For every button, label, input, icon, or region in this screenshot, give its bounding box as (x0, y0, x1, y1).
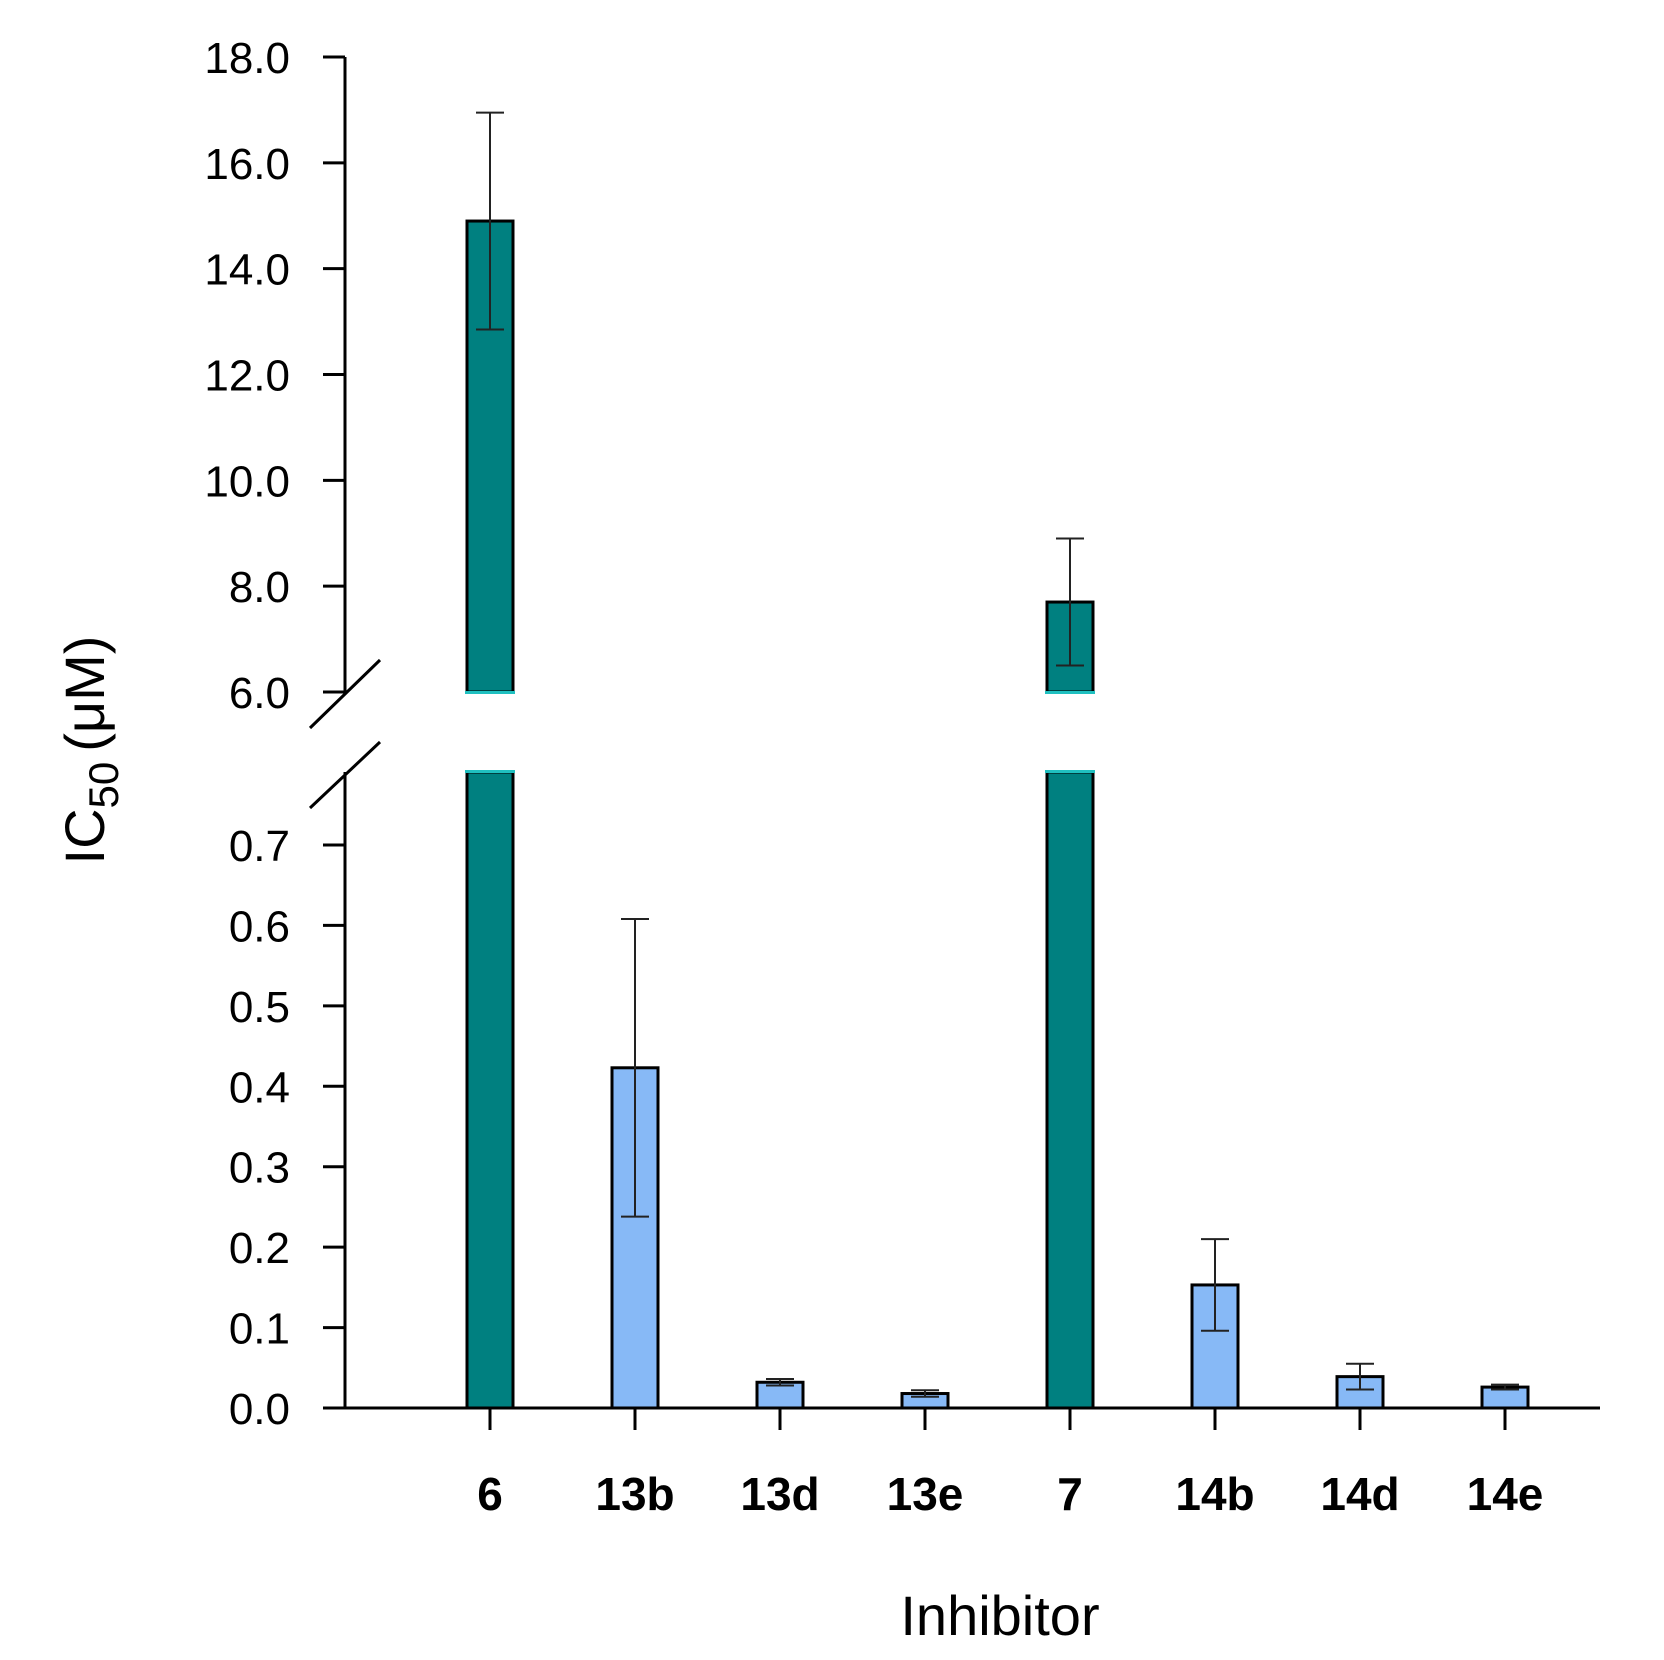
x-tick-label-14d: 14d (1320, 1468, 1399, 1520)
bar-7-break-bottom (1045, 770, 1095, 773)
y-tick-label-6.0: 6.0 (229, 669, 290, 718)
y-tick-label-8.0: 8.0 (229, 563, 290, 612)
y-tick-label-12.0: 12.0 (204, 352, 290, 401)
x-axis-title: Inhibitor (900, 1584, 1099, 1647)
labels-layer: 6 13b 13d 13e 7 14b 14d 14e 18.0 16.0 14.0 12.0 10.0… (204, 34, 1543, 1520)
y-tick-label-0.6: 0.6 (229, 902, 290, 951)
bar-7-lower (1045, 770, 1095, 1410)
x-tick-label-7: 7 (1057, 1468, 1083, 1520)
bars-layer (465, 111, 1530, 1410)
x-tick-label-13b: 13b (595, 1468, 674, 1520)
y-tick-label-0.5: 0.5 (229, 983, 290, 1032)
y-tick-label-0.3: 0.3 (229, 1144, 290, 1193)
y-tick-label-14.0: 14.0 (204, 246, 290, 295)
x-tick-label-14e: 14e (1467, 1468, 1544, 1520)
bar-6-break-top (465, 691, 515, 694)
y-tick-label-10.0: 10.0 (204, 457, 290, 506)
y-axis-title-sub: 50 (80, 762, 127, 809)
bar-7-break-top (1045, 691, 1095, 694)
y-tick-label-0.7: 0.7 (229, 822, 290, 871)
y-tick-label-0.0: 0.0 (229, 1385, 290, 1434)
bar-13d (755, 1380, 805, 1410)
x-tick-label-14b: 14b (1175, 1468, 1254, 1520)
y-axis-title: IC50 (μM) (53, 636, 127, 865)
y-axis-title-main: IC (53, 808, 116, 864)
x-tick-label-13e: 13e (887, 1468, 964, 1520)
x-tick-label-13d: 13d (740, 1468, 819, 1520)
x-tick-label-6: 6 (477, 1468, 503, 1520)
y-axis-title-unit: (μM) (53, 636, 116, 752)
axis-break-mark-lower (308, 740, 382, 810)
bar-6-lower (465, 770, 515, 1410)
y-tick-label-0.1: 0.1 (229, 1305, 290, 1354)
bar-6-break-bottom (465, 770, 515, 773)
y-tick-label-16.0: 16.0 (204, 140, 290, 189)
axes-layer (308, 55, 1600, 1430)
axis-break-mark-upper (308, 658, 382, 730)
y-tick-label-0.4: 0.4 (229, 1063, 290, 1112)
y-tick-label-18.0: 18.0 (204, 34, 290, 83)
y-tick-label-0.2: 0.2 (229, 1224, 290, 1273)
